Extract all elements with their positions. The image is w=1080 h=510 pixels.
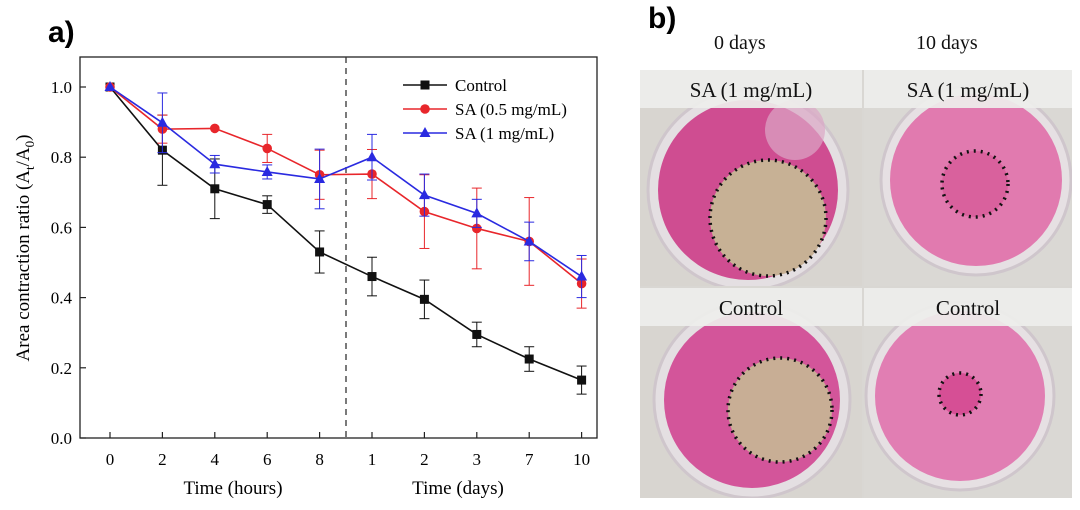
data-point <box>210 184 220 194</box>
data-point <box>104 81 116 91</box>
series-line <box>109 86 582 381</box>
legend-entry: Control <box>455 76 507 95</box>
x-axis: 0 2 4 6 8 1 2 3 7 10 <box>106 432 590 469</box>
photo-label: Control <box>640 288 862 326</box>
series-line <box>109 86 583 285</box>
data-point <box>471 207 483 218</box>
y-tick-label: 0.8 <box>51 148 72 167</box>
data-point <box>262 143 273 154</box>
y-tick-label: 0.6 <box>51 218 72 237</box>
legend-entry: SA (0.5 mg/mL) <box>455 100 567 119</box>
legend: Control SA (0.5 mg/mL) SA (1 mg/mL) <box>403 76 567 143</box>
data-point <box>576 270 588 281</box>
data-point <box>314 172 326 183</box>
data-point <box>262 200 272 210</box>
x-tick-label: 7 <box>525 450 534 469</box>
data-point <box>209 158 221 169</box>
photo-control-10-days: Control <box>864 288 1072 498</box>
x-tick-label: 4 <box>211 450 220 469</box>
y-tick-label: 1.0 <box>51 78 72 97</box>
data-point <box>367 272 377 282</box>
data-point <box>577 375 587 385</box>
data-point <box>419 294 429 304</box>
photo-sa-10-days: SA (1 mg/mL) <box>864 70 1072 286</box>
x-axis-label-hours: Time (hours) <box>183 478 282 499</box>
data-point <box>210 123 220 134</box>
x-tick-label: 6 <box>263 450 272 469</box>
data-point <box>156 116 168 127</box>
photo-label: Control <box>864 288 1072 326</box>
legend-entry: SA (1 mg/mL) <box>455 124 554 143</box>
x-tick-label: 8 <box>315 450 324 469</box>
y-tick-label: 0.4 <box>51 289 73 308</box>
data-point <box>420 80 430 90</box>
y-axis: 0.0 0.2 0.4 0.6 0.8 1.0 <box>51 78 86 448</box>
x-tick-label: 0 <box>106 450 115 469</box>
data-point <box>366 151 378 162</box>
data-point <box>523 235 535 246</box>
photo-grid: SA (1 mg/mL) SA (1 mg/mL) Control C <box>640 70 1072 498</box>
data-point <box>261 165 273 176</box>
plot-frame <box>79 56 598 439</box>
data-point <box>418 189 430 200</box>
series-line <box>109 86 583 278</box>
panel-b-label: b) <box>648 2 677 35</box>
x-tick-label: 2 <box>420 450 429 469</box>
photo-control-0-days: Control <box>640 288 862 498</box>
photo-sa-0-days: SA (1 mg/mL) <box>640 70 862 286</box>
data-point <box>420 104 430 114</box>
series-sa1 <box>104 81 588 299</box>
data-point <box>524 354 534 364</box>
data-point <box>419 127 431 137</box>
y-tick-label: 0.0 <box>51 429 72 448</box>
x-tick-label: 3 <box>473 450 482 469</box>
data-point <box>472 223 482 234</box>
series-layer <box>104 81 588 395</box>
photo-label: SA (1 mg/mL) <box>864 70 1072 108</box>
data-point <box>315 247 325 257</box>
column-header-0-days: 0 days <box>714 32 766 54</box>
x-axis-label-days: Time (days) <box>412 478 504 499</box>
y-axis-label: Area contraction ratio (At/A0) <box>13 135 37 362</box>
y-tick-label: 0.2 <box>51 359 72 378</box>
photo-label: SA (1 mg/mL) <box>640 70 862 108</box>
column-header-10-days: 10 days <box>916 32 978 54</box>
x-tick-label: 10 <box>573 450 590 469</box>
panel-a-label: a) <box>48 16 75 49</box>
line-chart: a) 0.0 0.2 0.4 0.6 0.8 1.0 0 2 4 6 8 1 2 3 7 10 Time (… <box>13 16 598 499</box>
x-tick-label: 2 <box>158 450 167 469</box>
x-tick-label: 1 <box>368 450 377 469</box>
data-point <box>472 329 482 339</box>
